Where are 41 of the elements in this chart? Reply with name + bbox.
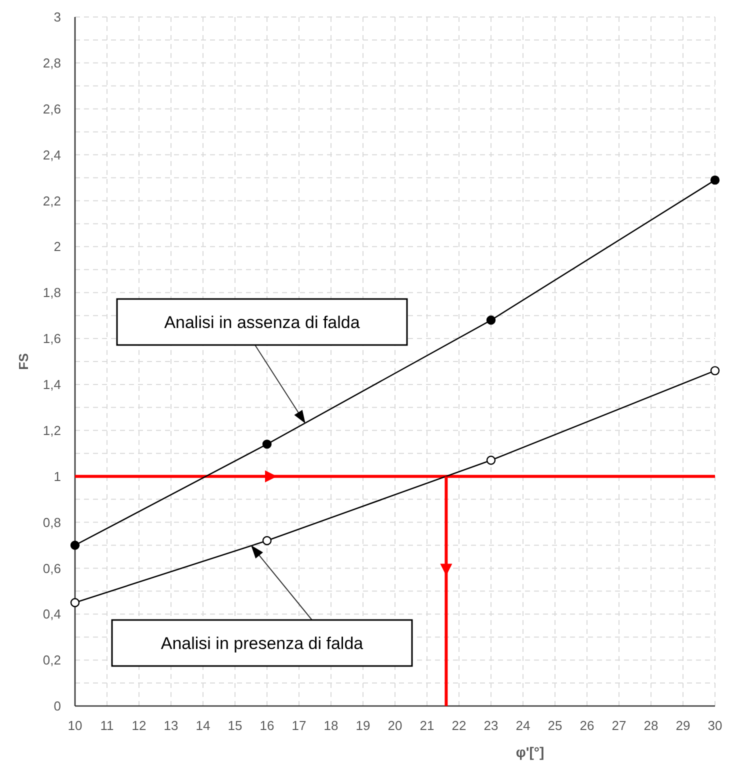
x-tick-label: 21 — [420, 718, 434, 733]
x-tick-label: 15 — [228, 718, 242, 733]
y-tick-label: 2,8 — [42, 55, 61, 70]
x-tick-label: 14 — [196, 718, 210, 733]
y-tick-label: 0,2 — [42, 652, 61, 668]
x-tick-label: 23 — [484, 718, 498, 733]
x-tick-label: 20 — [388, 718, 402, 733]
x-tick-label: 30 — [708, 718, 722, 733]
y-tick-label: 1,4 — [42, 377, 61, 392]
x-tick-label: 28 — [644, 718, 658, 733]
annotation: Analisi in presenza di falda — [160, 634, 364, 653]
y-tick-label: 2 — [54, 239, 61, 254]
y-tick-label: 0,8 — [42, 514, 61, 530]
x-tick-label: 19 — [356, 718, 370, 733]
y-tick-label: 1,6 — [42, 331, 61, 346]
x-tick-label: 18 — [324, 718, 338, 733]
x-tick-label: 25 — [548, 718, 562, 733]
x-tick-label: 27 — [612, 718, 626, 733]
y-tick-label: 2,6 — [42, 101, 61, 116]
x-tick-label: 26 — [580, 718, 594, 733]
y-tick-label: 0,4 — [42, 606, 61, 622]
x-tick-label: 16 — [260, 718, 274, 733]
x-tick-label: 10 — [68, 718, 82, 733]
x-tick-label: 12 — [132, 718, 146, 733]
x-tick-label: 22 — [452, 718, 466, 733]
x-axis-title: φ'[°] — [516, 744, 544, 760]
x-tick-label: 17 — [292, 718, 306, 733]
annotation: Analisi in assenza di falda — [164, 312, 360, 332]
y-tick-label: 0,6 — [42, 560, 61, 576]
y-tick-label: 0 — [54, 698, 61, 714]
y-tick-label: 2,2 — [42, 193, 61, 208]
x-tick-label: 29 — [676, 718, 690, 733]
x-tick-label: 13 — [164, 718, 178, 733]
y-tick-label: 1,2 — [42, 422, 61, 438]
y-tick-label: 2,4 — [42, 147, 61, 162]
y-tick-label: 3 — [54, 10, 61, 25]
x-tick-label: 11 — [100, 718, 114, 733]
x-tick-label: 24 — [516, 718, 530, 733]
y-tick-label: 1,8 — [42, 285, 61, 300]
y-axis-title: FS — [16, 352, 31, 370]
y-tick-label: 1 — [54, 468, 61, 484]
